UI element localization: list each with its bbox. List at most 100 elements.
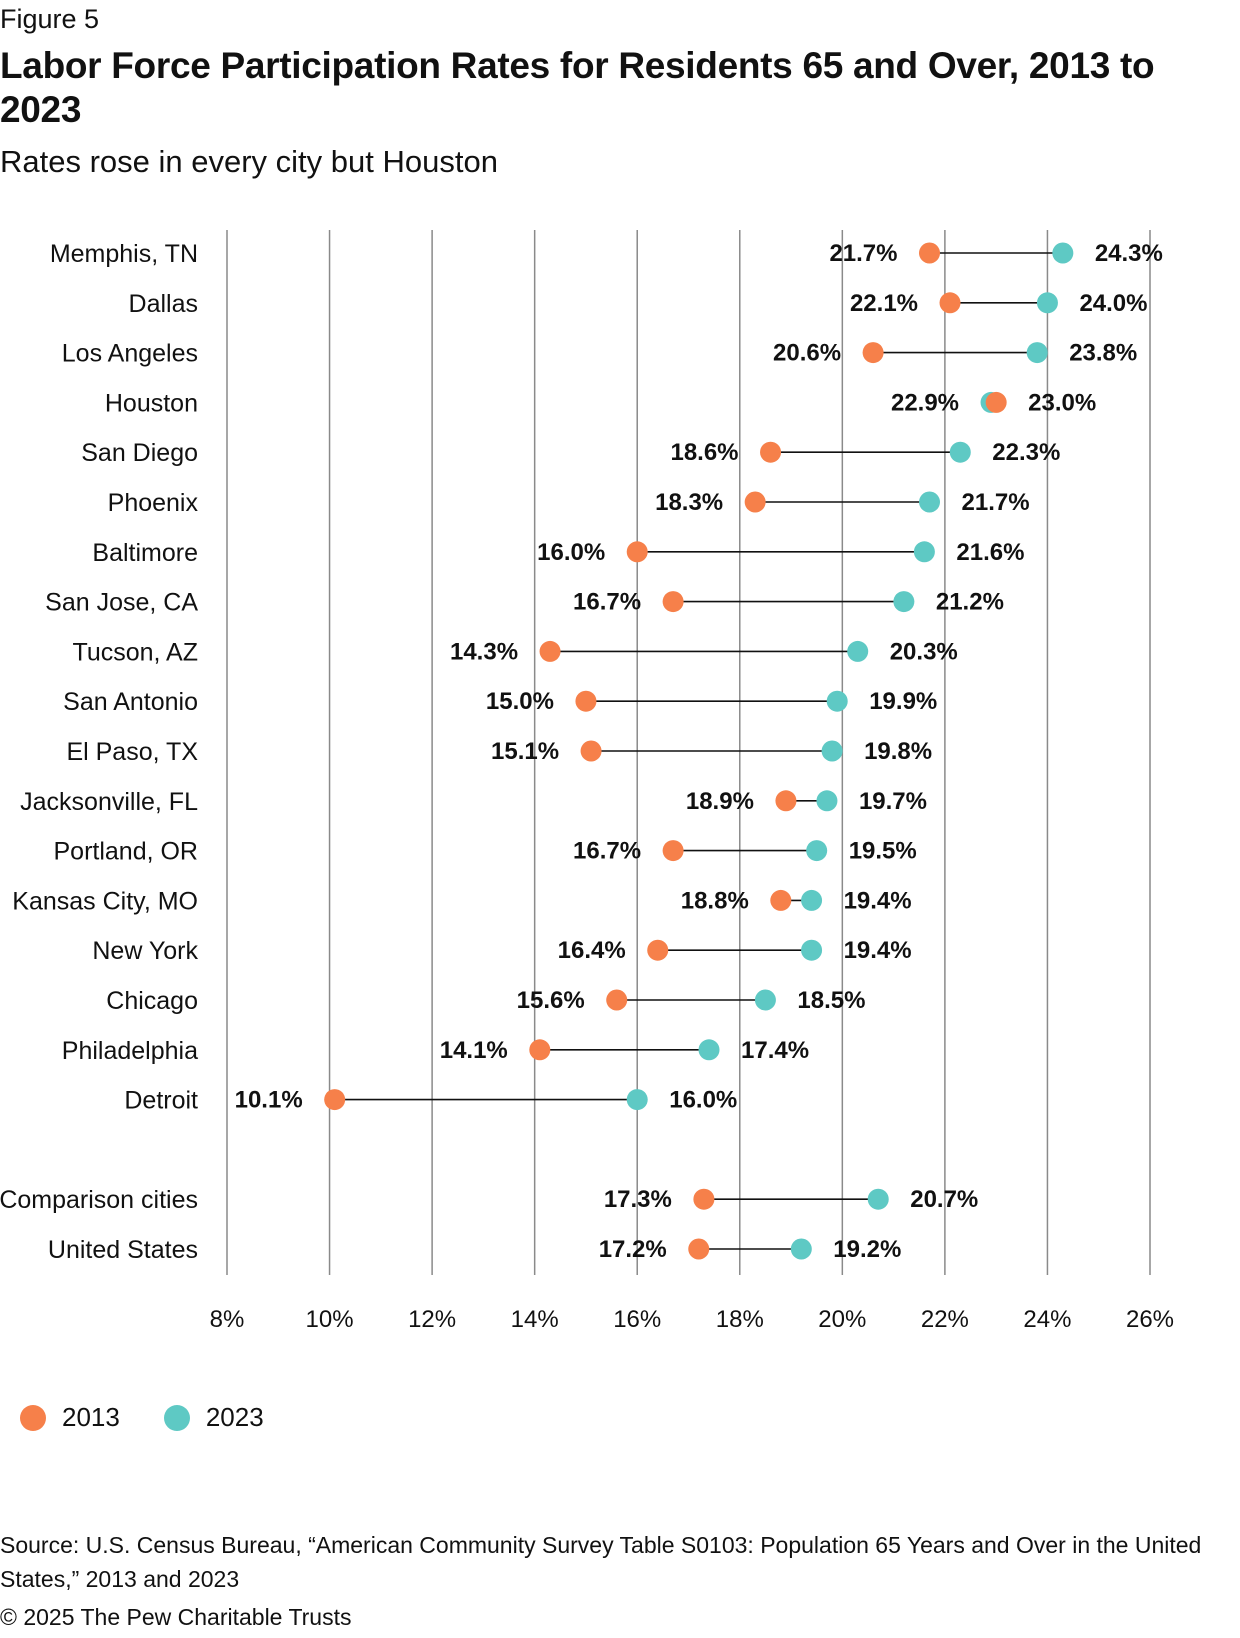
point-2013 <box>626 541 648 563</box>
value-label-right: 20.3% <box>890 638 958 665</box>
value-label-right: 23.8% <box>1069 340 1137 367</box>
source-note: Source: U.S. Census Bureau, “American Co… <box>0 1532 1202 1592</box>
point-2013 <box>688 1238 710 1260</box>
value-label-left: 22.9% <box>891 389 959 416</box>
category-label: Dallas <box>129 290 198 318</box>
value-label-right: 19.2% <box>833 1236 901 1263</box>
point-2013 <box>662 591 684 613</box>
point-2013 <box>775 790 797 812</box>
value-label-right: 21.7% <box>962 489 1030 516</box>
category-label: Portland, OR <box>53 838 198 866</box>
category-label: Phoenix <box>108 489 199 517</box>
point-2023 <box>913 541 935 563</box>
category-label: Houston <box>105 389 198 417</box>
value-label-right: 16.0% <box>669 1087 737 1114</box>
chart-subtitle: Rates rose in every city but Houston <box>0 144 498 179</box>
category-label: Philadelphia <box>62 1037 198 1065</box>
category-label: Memphis, TN <box>50 240 198 268</box>
category-label: San Diego <box>81 439 198 467</box>
category-label: Detroit <box>124 1087 198 1115</box>
point-2023 <box>1052 242 1074 264</box>
legend-item-2013: 2013 <box>20 1402 120 1433</box>
data-points <box>324 242 1074 1260</box>
x-tick-label: 26% <box>1126 1306 1174 1333</box>
x-tick-label: 24% <box>1023 1306 1071 1333</box>
point-2023 <box>698 1039 720 1061</box>
category-label: Tucson, AZ <box>72 638 198 666</box>
x-tick-label: 22% <box>921 1306 969 1333</box>
value-label-right: 19.9% <box>869 688 937 715</box>
x-tick-label: 14% <box>511 1306 559 1333</box>
value-labels: 21.7% 24.3% 22.1% 24.0% 20.6% 23.8% 22.9% 23.0%… <box>235 240 1163 1263</box>
value-label-right: 21.6% <box>956 539 1024 566</box>
value-label-left: 17.3% <box>604 1186 672 1213</box>
point-2013 <box>919 242 941 264</box>
point-2013 <box>647 939 669 961</box>
category-label: New York <box>92 937 198 965</box>
point-2023 <box>790 1238 812 1260</box>
value-label-right: 22.3% <box>992 439 1060 466</box>
point-2013 <box>760 441 782 463</box>
point-2013 <box>939 292 961 314</box>
point-2013 <box>575 690 597 712</box>
category-label: Los Angeles <box>62 340 198 368</box>
value-label-left: 17.2% <box>599 1236 667 1263</box>
value-label-left: 18.8% <box>681 887 749 914</box>
value-label-left: 15.1% <box>491 738 559 765</box>
point-2013 <box>862 342 884 364</box>
value-label-left: 16.0% <box>537 539 605 566</box>
value-label-left: 21.7% <box>829 240 897 267</box>
value-label-left: 18.3% <box>655 489 723 516</box>
copyright: © 2025 The Pew Charitable Trusts <box>0 1604 352 1630</box>
point-2023 <box>919 491 941 513</box>
point-2013 <box>693 1188 715 1210</box>
value-label-left: 14.1% <box>440 1037 508 1064</box>
legend-swatch-2013 <box>20 1404 46 1431</box>
value-label-right: 19.4% <box>844 887 912 914</box>
category-label: San Antonio <box>63 688 198 716</box>
point-2023 <box>801 889 823 911</box>
legend-item-2023: 2023 <box>163 1402 264 1433</box>
point-2013 <box>529 1039 551 1061</box>
legend-label-2023: 2023 <box>205 1402 264 1432</box>
category-label: Kansas City, MO <box>12 887 198 915</box>
point-2013 <box>985 391 1007 413</box>
value-label-right: 21.2% <box>936 589 1004 616</box>
point-2023 <box>821 740 843 762</box>
category-label: Chicago <box>106 987 198 1015</box>
value-label-right: 19.7% <box>859 788 927 815</box>
point-2013 <box>770 889 792 911</box>
point-2023 <box>949 441 971 463</box>
value-label-left: 22.1% <box>850 290 918 317</box>
value-label-right: 23.0% <box>1028 389 1096 416</box>
x-tick-label: 16% <box>613 1306 661 1333</box>
value-label-left: 20.6% <box>773 340 841 367</box>
point-2023 <box>867 1188 889 1210</box>
gridlines <box>226 230 1151 1275</box>
category-label: San Jose, CA <box>45 589 198 617</box>
point-2013 <box>539 640 561 662</box>
point-2023 <box>806 840 828 862</box>
point-2013 <box>662 840 684 862</box>
value-label-right: 18.5% <box>797 987 865 1014</box>
x-tick-label: 12% <box>408 1306 456 1333</box>
point-2023 <box>801 939 823 961</box>
point-2023 <box>1036 292 1058 314</box>
category-label: El Paso, TX <box>66 738 198 766</box>
value-label-left: 16.7% <box>573 838 641 865</box>
value-label-left: 15.6% <box>517 987 585 1014</box>
value-label-right: 19.8% <box>864 738 932 765</box>
point-2013 <box>606 989 628 1011</box>
value-label-right: 24.3% <box>1095 240 1163 267</box>
value-label-right: 19.4% <box>844 937 912 964</box>
point-2023 <box>847 640 869 662</box>
dumbbell-chart: 21.7% 24.3% 22.1% 24.0% 20.6% 23.8% 22.9% 23.0%… <box>0 230 1174 1333</box>
x-axis-ticks: 8% 10% 12% 14% 16% 18% 20% 22% 24% 26% <box>210 1306 1174 1333</box>
category-labels: Memphis, TN Dallas Los Angeles Houston San D… <box>0 240 198 1264</box>
value-label-left: 18.9% <box>686 788 754 815</box>
value-label-right: 17.4% <box>741 1037 809 1064</box>
point-2023 <box>826 690 848 712</box>
value-label-left: 10.1% <box>235 1087 303 1114</box>
x-tick-label: 8% <box>210 1306 245 1333</box>
value-label-left: 18.6% <box>670 439 738 466</box>
